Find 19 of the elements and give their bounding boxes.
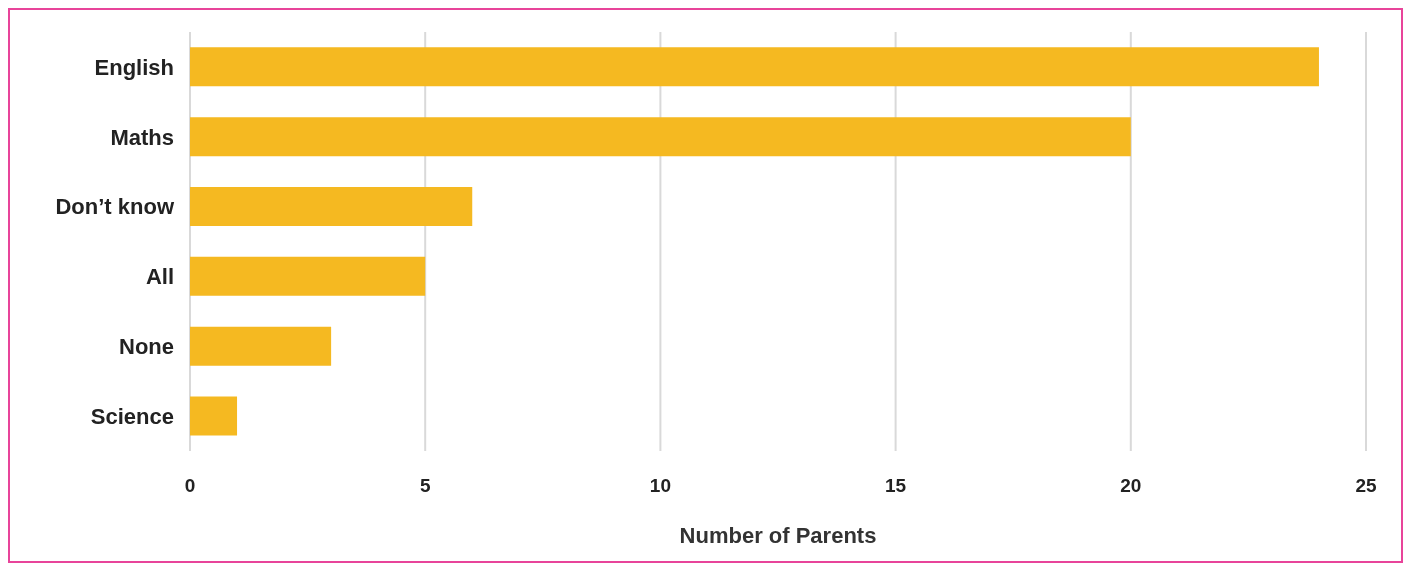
bar (190, 117, 1131, 157)
y-tick-label: Maths (110, 124, 174, 150)
x-axis-title: Number of Parents (679, 523, 877, 548)
bar (190, 47, 1319, 87)
x-tick-label: 20 (1120, 475, 1142, 497)
x-tick-label: 25 (1355, 475, 1377, 497)
bar (190, 396, 238, 436)
bar (190, 187, 473, 227)
x-tick-label: 0 (184, 475, 196, 497)
bar (190, 256, 426, 296)
bar (190, 326, 332, 366)
y-tick-label: All (145, 264, 174, 290)
y-tick-label: Don’t know (55, 194, 175, 220)
x-tick-label: 10 (649, 475, 671, 497)
y-tick-label: None (119, 334, 174, 360)
x-tick-label: 5 (419, 475, 431, 497)
y-tick-label: Science (90, 403, 174, 429)
y-tick-label: English (94, 54, 174, 80)
x-tick-label: 15 (885, 475, 907, 497)
